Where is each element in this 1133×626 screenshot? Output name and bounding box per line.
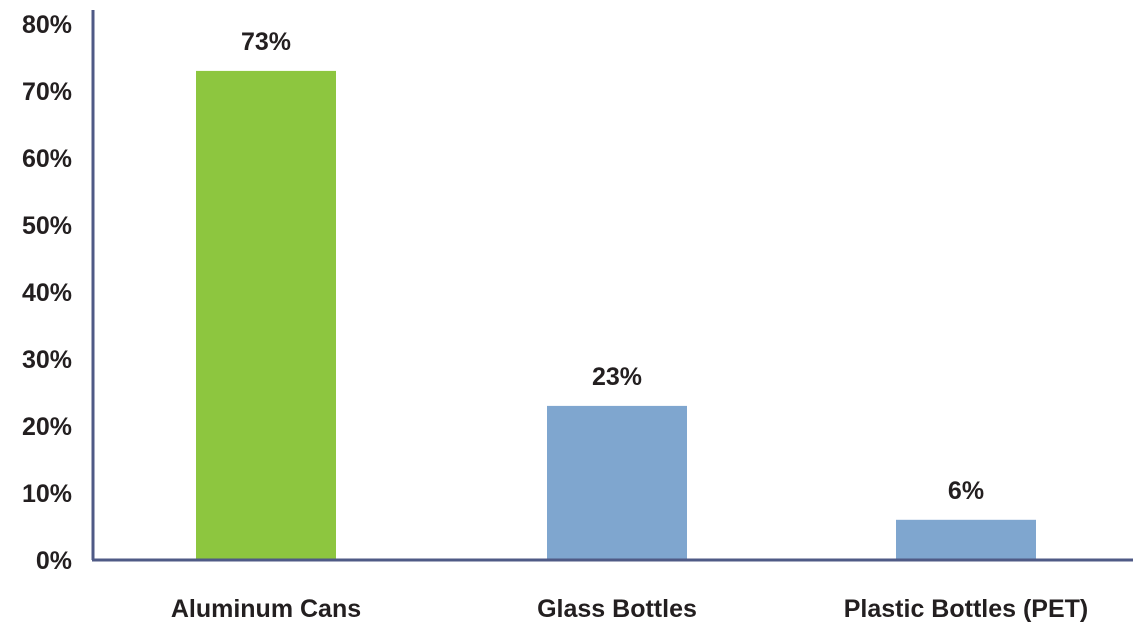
- x-category-label: Aluminum Cans: [171, 595, 361, 623]
- x-axis-category-labels: Aluminum Cans Glass Bottles Plastic Bottle…: [171, 595, 1088, 623]
- y-tick-label: 80%: [22, 11, 72, 39]
- bar-value-label: 23%: [592, 363, 642, 391]
- y-tick-label: 20%: [22, 413, 72, 441]
- bar-value-label: 6%: [948, 477, 984, 505]
- y-tick-label: 40%: [22, 279, 72, 307]
- y-tick-label: 70%: [22, 78, 72, 106]
- bar: [196, 70, 336, 561]
- data-labels: 73% 23% 6%: [241, 28, 984, 505]
- y-axis-tick-labels: 0% 10% 20% 30% 40% 50% 60% 70% 80%: [22, 11, 72, 575]
- bars: [196, 70, 1036, 561]
- y-tick-label: 50%: [22, 212, 72, 240]
- y-tick-label: 30%: [22, 346, 72, 374]
- x-category-label: Plastic Bottles (PET): [844, 595, 1089, 623]
- x-category-label: Glass Bottles: [537, 595, 697, 623]
- y-tick-label: 60%: [22, 145, 72, 173]
- y-tick-label: 0%: [36, 547, 72, 575]
- bar: [547, 405, 687, 560]
- bar: [896, 519, 1036, 560]
- y-tick-label: 10%: [22, 480, 72, 508]
- bar-value-label: 73%: [241, 28, 291, 56]
